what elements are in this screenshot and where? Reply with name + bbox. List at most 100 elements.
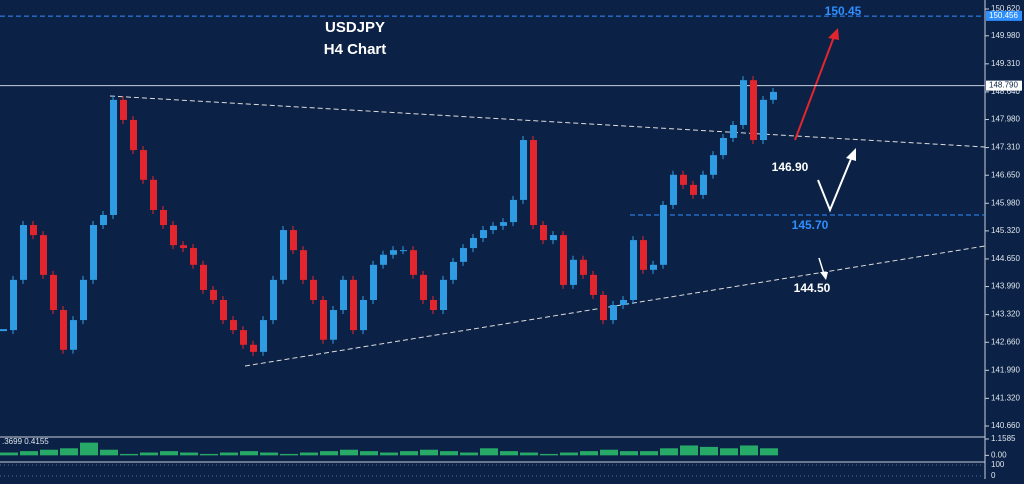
osc-bar [740, 445, 758, 456]
candle [560, 235, 567, 285]
candle [340, 279, 347, 311]
candle [50, 274, 57, 311]
candle [240, 330, 247, 345]
candle [450, 261, 457, 280]
trend-line [109, 95, 986, 148]
osc-tick-label: 1.1585 [991, 434, 1016, 443]
annotation-label: 146.90 [772, 160, 809, 174]
candle [440, 279, 447, 311]
candle [130, 119, 137, 151]
candle [500, 222, 507, 226]
candle [310, 279, 317, 300]
candle [280, 230, 287, 280]
osc-bar [400, 451, 418, 456]
chart-subtitle: H4 Chart [324, 41, 387, 58]
candle [390, 250, 397, 255]
candle [680, 174, 687, 185]
chart-title: USDJPY [325, 19, 385, 36]
candle [320, 299, 327, 340]
y-tick-label: 141.320 [991, 393, 1020, 402]
osc-bar [200, 453, 218, 456]
y-tick-label: 148.640 [991, 87, 1020, 96]
osc-bar [80, 442, 98, 456]
osc-bar [720, 448, 738, 456]
y-tick-label: 143.320 [991, 310, 1020, 319]
osc-bar [660, 448, 678, 456]
candle [550, 235, 557, 241]
candle [380, 254, 387, 265]
candle [160, 209, 167, 226]
y-tick-label: 144.650 [991, 254, 1020, 263]
candle [30, 225, 37, 236]
osc-bar [760, 448, 778, 456]
candle [570, 259, 577, 285]
y-tick-label: 147.310 [991, 143, 1020, 152]
candle [300, 250, 307, 280]
candle [430, 299, 437, 311]
price-tag [986, 80, 1022, 91]
y-tick-label: 146.650 [991, 170, 1020, 179]
arrow [817, 153, 854, 213]
osc-bar [460, 452, 478, 456]
candle [470, 238, 477, 249]
y-tick-label: 147.980 [991, 115, 1020, 124]
y-tick-label: 141.990 [991, 365, 1020, 374]
lower-tick-label: 100 [991, 460, 1005, 469]
y-tick-label: 150.620 [991, 4, 1020, 13]
candle [750, 80, 757, 141]
y-tick-label: 145.320 [991, 226, 1020, 235]
candle [630, 240, 637, 300]
candle [40, 235, 47, 275]
osc-bar [340, 449, 358, 456]
candle [460, 248, 467, 262]
candle [60, 310, 67, 350]
osc-bar [380, 452, 398, 456]
osc-bar [640, 451, 658, 456]
candle [710, 155, 717, 175]
y-tick-label: 149.980 [991, 31, 1020, 40]
candle [330, 310, 337, 340]
arrow-head [828, 28, 839, 40]
candle [350, 279, 357, 331]
y-tick-label: 140.660 [991, 421, 1020, 430]
y-tick-label: 142.660 [991, 337, 1020, 346]
osc-bar [20, 451, 38, 456]
candle [270, 279, 277, 321]
candle [490, 225, 497, 231]
osc-bar [680, 445, 698, 456]
candle [410, 250, 417, 275]
candle [250, 344, 257, 352]
candle [520, 140, 527, 200]
candle [190, 248, 197, 265]
candle [370, 264, 377, 300]
osc-bar [120, 453, 138, 456]
osc-bar [40, 449, 58, 456]
osc-bar [260, 452, 278, 456]
candle [580, 259, 587, 275]
osc-bar [300, 452, 318, 456]
candle [10, 279, 17, 331]
y-tick-label: 143.990 [991, 282, 1020, 291]
candle [100, 214, 107, 226]
candle [670, 174, 677, 205]
lower-tick-label: 0 [991, 471, 996, 479]
price-tag-label: 148.790 [989, 81, 1018, 90]
level-tag [986, 10, 1022, 21]
osc-bar [60, 448, 78, 456]
candle [480, 230, 487, 239]
candle [620, 299, 627, 306]
candle [760, 99, 767, 141]
candle [210, 289, 217, 300]
osc-bar [540, 453, 558, 456]
candle [230, 320, 237, 331]
candle [530, 140, 537, 226]
candle [90, 225, 97, 280]
candle [510, 199, 517, 223]
osc-bar [580, 451, 598, 456]
osc-bar [140, 452, 158, 456]
osc-bar [160, 451, 178, 456]
osc-bar [0, 452, 18, 456]
annotation-label: 150.45 [825, 4, 862, 18]
